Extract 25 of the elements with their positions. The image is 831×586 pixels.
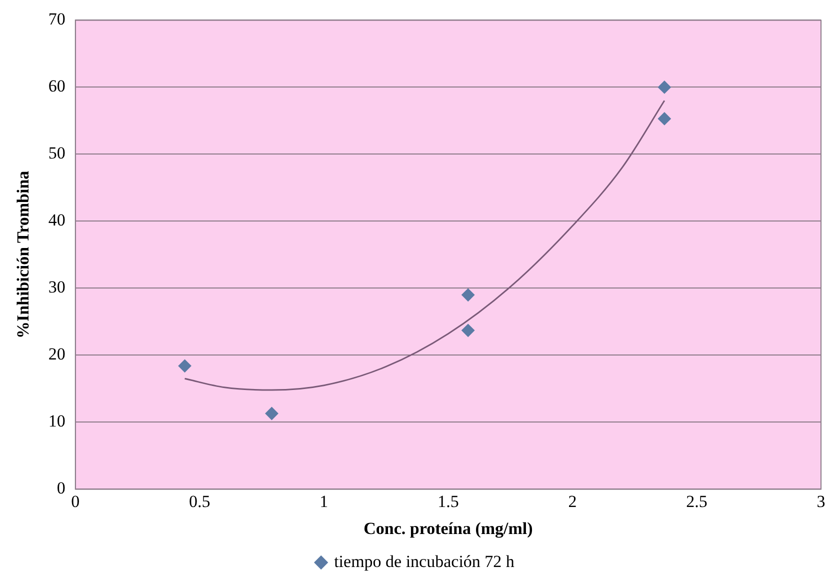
y-tick-label: 20 — [48, 344, 66, 364]
y-tick-label: 70 — [48, 10, 66, 29]
x-tick-label: 0.5 — [189, 492, 210, 511]
x-axis-title: Conc. proteína (mg/ml) — [364, 519, 533, 538]
x-tick-label: 2.5 — [686, 492, 708, 511]
x-tick-label: 1 — [320, 492, 328, 511]
x-tick-label: 1.5 — [438, 492, 459, 511]
y-tick-label: 0 — [56, 478, 66, 498]
line-series — [184, 100, 666, 391]
point — [658, 80, 671, 94]
point — [462, 324, 475, 337]
legend-label: tiempo de incubación 72 h — [334, 552, 515, 571]
x-tick-label: 3 — [816, 492, 826, 511]
point — [658, 112, 671, 126]
point — [178, 359, 192, 372]
y-tick-label: 60 — [48, 76, 66, 96]
point — [265, 406, 278, 420]
y-tick-label: 40 — [48, 210, 66, 230]
y-tick-label: 30 — [48, 278, 66, 297]
y-tick-label: 50 — [48, 144, 66, 163]
y-axis-title: %Inhibición Trombina — [14, 170, 33, 339]
y-tick-label: 10 — [48, 412, 66, 431]
point — [462, 288, 475, 302]
x-tick-label: 0 — [71, 492, 80, 511]
x-tick-label: 2 — [568, 492, 577, 511]
